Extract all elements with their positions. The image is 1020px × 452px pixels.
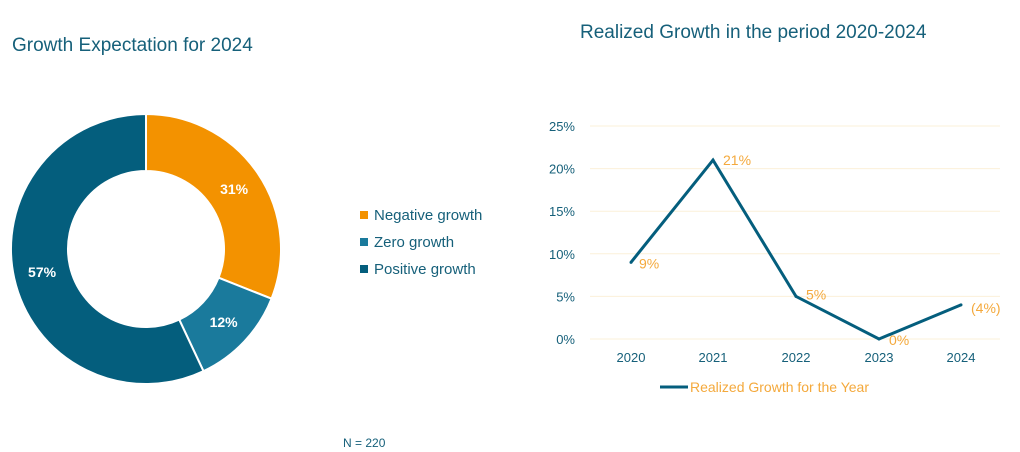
x-tick-label: 2022 <box>782 350 811 365</box>
pie-chart-title: Growth Expectation for 2024 <box>12 35 253 56</box>
y-tick-label: 5% <box>556 289 575 304</box>
legend-label-zero: Zero growth <box>374 234 455 251</box>
legend-item-zero: Zero growth <box>360 234 482 261</box>
y-tick-label: 15% <box>549 204 575 219</box>
data-label: 9% <box>639 255 659 271</box>
x-tick-label: 2024 <box>947 350 976 365</box>
donut-label-zero: 12% <box>210 314 239 330</box>
data-point <box>959 303 963 307</box>
legend-label-negative: Negative growth <box>374 207 483 224</box>
x-tick-label: 2023 <box>865 350 894 365</box>
donut-label-positive: 57% <box>28 264 57 280</box>
donut-slice-positive <box>10 112 205 385</box>
line-legend-label: Realized Growth for the Year <box>690 379 869 395</box>
legend-item-negative: Negative growth <box>360 207 482 234</box>
donut-label-negative: 31% <box>220 181 249 197</box>
y-tick-label: 25% <box>549 119 575 134</box>
y-tick-label: 20% <box>549 162 575 177</box>
line-chart-title: Realized Growth in the period 2020-2024 <box>580 22 927 43</box>
y-tick-label: 10% <box>549 247 575 262</box>
data-label: (4%) <box>971 300 1001 316</box>
x-tick-label: 2020 <box>617 350 646 365</box>
data-point <box>711 158 715 162</box>
pie-legend: Negative growth Zero growth Positive gro… <box>360 207 482 288</box>
series-line <box>629 157 962 341</box>
legend-swatch-positive <box>360 265 368 273</box>
legend-label-positive: Positive growth <box>374 261 476 278</box>
data-point <box>877 337 881 341</box>
legend-swatch-zero <box>360 238 368 246</box>
donut-slice-negative <box>145 112 282 300</box>
x-tick-label: 2021 <box>699 350 728 365</box>
legend-swatch-negative <box>360 211 368 219</box>
data-label: 5% <box>806 286 826 302</box>
sample-size-note: N = 220 <box>343 436 386 450</box>
data-label: 21% <box>723 152 751 168</box>
y-tick-label: 0% <box>556 332 575 347</box>
legend-item-positive: Positive growth <box>360 261 482 288</box>
data-label: 0% <box>889 332 909 348</box>
data-point <box>794 294 798 298</box>
data-point <box>629 260 633 264</box>
